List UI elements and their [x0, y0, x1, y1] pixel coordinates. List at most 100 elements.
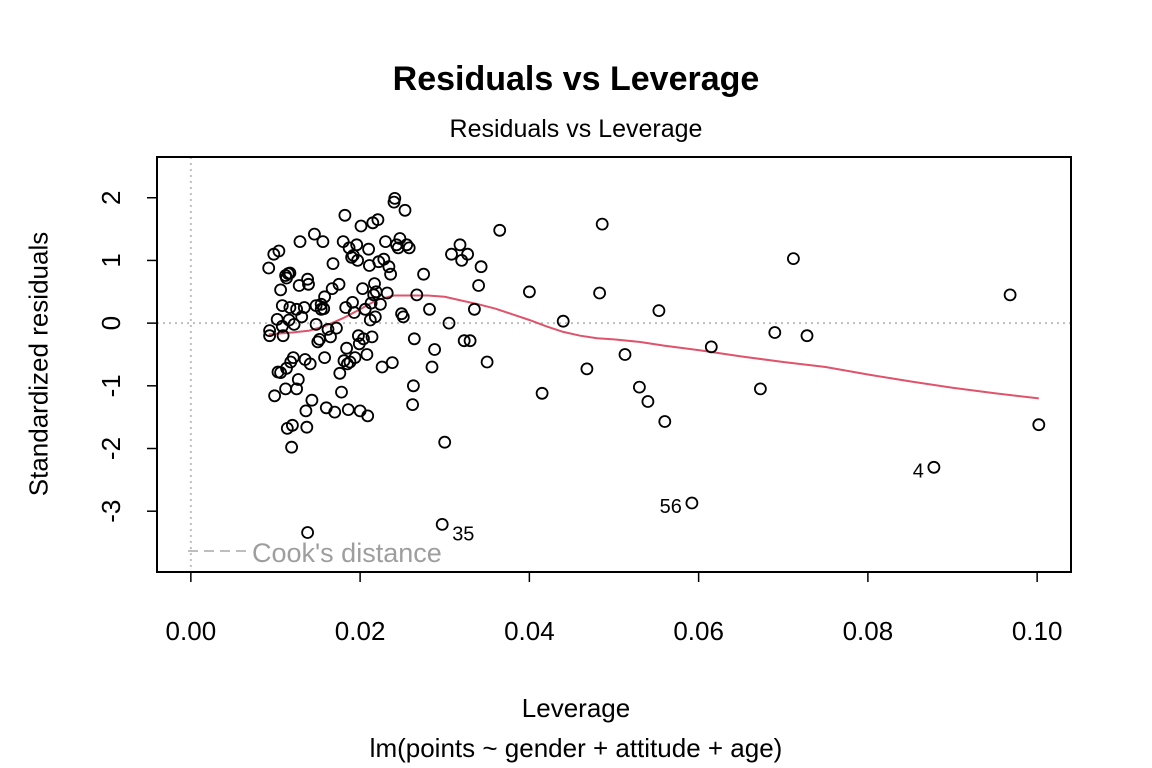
- data-point-labeled: [435, 518, 449, 531]
- data-point: [580, 362, 594, 376]
- data-point: [286, 351, 300, 365]
- data-point: [453, 238, 467, 252]
- data-point: [360, 348, 374, 361]
- data-point: [309, 317, 323, 331]
- data-point: [493, 223, 507, 237]
- data-point: [402, 241, 416, 255]
- data-point: [325, 282, 339, 296]
- data-point: [442, 316, 456, 330]
- data-point: [351, 253, 365, 267]
- data-point: [326, 257, 340, 271]
- x-tick-label: 0.00: [166, 616, 217, 646]
- data-point: [393, 232, 407, 245]
- data-point: [362, 242, 376, 256]
- data-point: [276, 329, 290, 343]
- y-tick-label: -3: [96, 500, 126, 523]
- legend-label: Cook's distance: [252, 538, 442, 568]
- data-point: [318, 290, 332, 304]
- y-tick-label: 0: [96, 316, 126, 330]
- data-point: [380, 286, 394, 300]
- data-point: [305, 393, 319, 407]
- y-tick-label: -1: [96, 374, 126, 397]
- smooth-line-layer: [268, 294, 1039, 400]
- data-point: [368, 277, 381, 291]
- data-point: [275, 299, 289, 313]
- data-point: [375, 360, 389, 374]
- data-point: [385, 356, 399, 370]
- data-point: [307, 227, 321, 241]
- data-point: [302, 277, 315, 291]
- x-tick-label: 0.08: [843, 616, 894, 646]
- x-axis-label: Leverage: [521, 693, 631, 723]
- points-layer: [262, 191, 1046, 539]
- data-point: [332, 277, 346, 291]
- data-point: [768, 326, 782, 339]
- data-point: [283, 266, 297, 280]
- data-point: [388, 191, 402, 205]
- data-point: [329, 321, 343, 335]
- data-point: [262, 261, 276, 275]
- data-point-labeled: [927, 460, 941, 474]
- data-point: [595, 217, 609, 231]
- data-point: [1003, 288, 1017, 302]
- chart-title: Residuals vs Leverage: [392, 60, 760, 98]
- data-point: [301, 526, 315, 539]
- axes: 0.00 0.02 0.04 0.06 0.08 0.10 -3 -2 -1 0 1 2: [96, 191, 1062, 646]
- data-point: [556, 314, 570, 328]
- point-label: 4: [913, 460, 924, 482]
- data-point: [316, 235, 330, 249]
- data-point: [523, 285, 536, 299]
- data-point: [633, 380, 646, 394]
- data-point: [428, 343, 442, 356]
- smooth-line: [268, 294, 1039, 400]
- point-label: 56: [660, 496, 682, 518]
- data-point: [463, 334, 477, 348]
- data-point: [361, 409, 375, 423]
- data-point: [384, 267, 398, 281]
- x-tick-label: 0.04: [504, 616, 555, 646]
- data-point: [445, 247, 458, 261]
- data-point: [263, 329, 277, 343]
- data-point: [425, 360, 439, 374]
- data-point: [348, 351, 362, 365]
- data-point: [461, 247, 475, 261]
- data-point: [283, 301, 297, 314]
- y-tick-label: 2: [96, 191, 126, 205]
- data-point: [303, 357, 317, 371]
- reference-lines: [157, 157, 1071, 572]
- data-point: [340, 357, 354, 371]
- data-point: [382, 260, 396, 274]
- data-point: [357, 332, 370, 346]
- data-point: [297, 301, 311, 314]
- data-point: [379, 235, 392, 249]
- data-point: [406, 379, 420, 393]
- data-point: [652, 304, 666, 318]
- data-point: [618, 348, 632, 361]
- data-point: [280, 361, 293, 375]
- data-point: [275, 319, 289, 333]
- data-point: [274, 283, 288, 297]
- data-point: [373, 297, 387, 311]
- data-point: [704, 340, 718, 354]
- data-point: [293, 235, 307, 249]
- data-point: [317, 302, 331, 316]
- model-caption: lm(points ~ gender + attitude + age): [369, 733, 783, 763]
- point-labels: 35 56 4: [452, 460, 924, 545]
- data-point: [365, 330, 379, 344]
- legend: Cook's distance: [188, 538, 442, 568]
- data-point: [438, 435, 452, 449]
- data-point: [787, 252, 800, 266]
- data-point: [400, 238, 414, 252]
- y-axis-label: Standardized residuals: [23, 231, 54, 497]
- data-point: [300, 420, 314, 434]
- data-point: [368, 310, 382, 324]
- y-tick-label: -2: [96, 437, 126, 460]
- data-point: [345, 250, 359, 264]
- data-point: [299, 404, 313, 418]
- chart-subtitle: Residuals vs Leverage: [449, 115, 703, 143]
- data-point: [593, 286, 606, 300]
- data-point: [800, 329, 814, 343]
- data-point: [356, 282, 370, 296]
- data-point: [333, 366, 347, 380]
- data-point: [457, 334, 471, 348]
